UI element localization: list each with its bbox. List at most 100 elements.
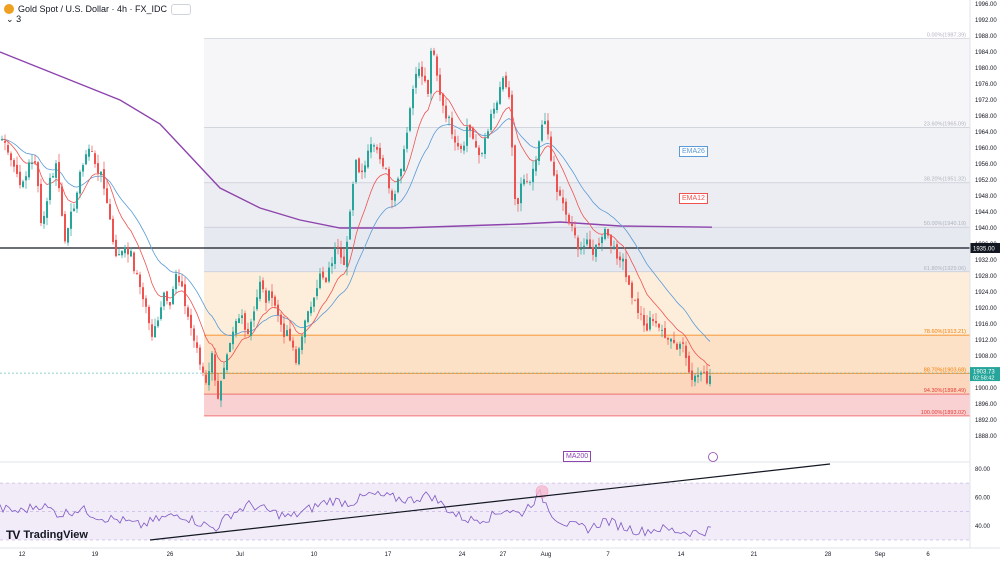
candle-body: [10, 153, 12, 161]
candle-body: [667, 338, 669, 340]
candle-body: [70, 211, 72, 229]
time-tick-label: 7: [606, 552, 610, 558]
horizontal-line-label-bg: [970, 243, 1000, 253]
candle-body: [385, 168, 387, 170]
candle-body: [676, 343, 678, 350]
candle-body: [127, 246, 129, 255]
visibility-toggle-icon[interactable]: [171, 3, 192, 15]
candle-body: [463, 145, 465, 151]
candle-body: [277, 304, 279, 315]
candle-body: [133, 252, 135, 272]
candle-body: [652, 319, 654, 322]
candle-body: [115, 239, 117, 257]
candle-body: [595, 244, 597, 257]
price-tick-label: 1888.00: [975, 434, 997, 440]
candle-body: [94, 153, 96, 164]
candle-body: [598, 243, 600, 246]
candle-body: [121, 251, 123, 256]
candle-body: [64, 214, 66, 242]
candle-body: [478, 147, 480, 156]
candle-body: [292, 340, 294, 348]
candle-body: [502, 77, 504, 90]
candle-body: [577, 237, 579, 250]
price-tick-label: 1920.00: [975, 306, 997, 312]
candle-body: [397, 178, 399, 193]
fib-label: 100.00%(1893.02): [921, 410, 966, 416]
candle-body: [373, 145, 375, 147]
rsi-line: [0, 488, 712, 538]
candle-body: [286, 330, 288, 337]
chevron-down-icon: ⌄: [6, 14, 14, 24]
candle-body: [298, 348, 300, 365]
price-tick-label: 1964.00: [975, 130, 997, 136]
candle-body: [631, 282, 633, 298]
fib-zone: [204, 182, 970, 228]
time-axis[interactable]: 12 19 26 Jul 10 17 24 27 Aug 7 14 21 28 Sep 6: [0, 547, 1000, 558]
candle-body: [709, 375, 711, 384]
fib-label: 88.70%(1903.68): [924, 367, 966, 373]
candle-body: [307, 311, 309, 323]
candle-body: [271, 291, 273, 298]
trendline-path: [149, 463, 831, 541]
candle-body: [532, 168, 534, 183]
price-tick-label: 1940.00: [975, 226, 997, 232]
candle-body: [1, 139, 3, 141]
price-tick-label: 1916.00: [975, 322, 997, 328]
time-tick-label: 17: [385, 552, 392, 558]
candle-body: [193, 328, 195, 341]
candle-body: [328, 267, 330, 282]
time-tick-label: 14: [678, 552, 685, 558]
time-tick-label: 27: [500, 552, 507, 558]
time-tick-label: Sep: [875, 552, 886, 558]
rsi-tick-label: 40.00: [975, 524, 991, 530]
price-tick-label: 1912.00: [975, 338, 997, 344]
candle-body: [367, 150, 369, 168]
horizontal-line-1935[interactable]: 1935.00: [0, 243, 1000, 253]
candlestick-series: [1, 47, 711, 408]
candle-body: [382, 157, 384, 167]
candle-body: [163, 292, 165, 307]
candle-body: [223, 367, 225, 380]
alert-bolt-icon: [708, 452, 718, 462]
candle-body: [589, 239, 591, 248]
candle-body: [187, 307, 189, 317]
candle-body: [25, 176, 27, 181]
candle-body: [688, 355, 690, 373]
price-tick-label: 1988.00: [975, 34, 997, 40]
candle-body: [208, 371, 210, 386]
candle-body: [556, 174, 558, 192]
fib-label: 78.60%(1913.21): [924, 329, 966, 335]
candle-body: [514, 145, 516, 200]
candle-body: [682, 342, 684, 344]
candle-body: [337, 246, 339, 248]
price-tick-label: 1984.00: [975, 50, 997, 56]
candle-body: [679, 343, 681, 349]
collapse-indicators[interactable]: ⌄ 3: [6, 14, 21, 25]
candle-body: [151, 324, 153, 337]
candle-body: [499, 87, 501, 104]
price-tick-label: 1936.00: [975, 242, 997, 248]
candle-body: [13, 160, 15, 167]
candle-body: [262, 280, 264, 290]
fib-label: 61.80%(1929.06): [924, 266, 966, 272]
price-axis[interactable]: 1996.00 1992.00 1988.00 1984.00 1980.00 1976.…: [0, 0, 1000, 548]
rsi-trendline[interactable]: [149, 463, 831, 541]
last-price-countdown: 02:58:42: [973, 376, 994, 382]
candle-body: [172, 289, 174, 305]
candle-body: [166, 291, 168, 301]
candle-body: [472, 127, 474, 139]
candle-body: [241, 315, 243, 319]
candle-body: [85, 154, 87, 165]
candle-body: [535, 159, 537, 172]
candle-body: [124, 247, 126, 254]
candle-body: [370, 144, 372, 153]
candle-body: [610, 234, 612, 246]
candle-body: [43, 216, 45, 224]
candle-body: [673, 339, 675, 343]
candle-body: [79, 171, 81, 194]
candle-body: [559, 190, 561, 196]
candle-body: [103, 169, 105, 189]
candle-body: [403, 149, 405, 172]
symbol-header[interactable]: Gold Spot / U.S. Dollar · 4h · FX_IDC: [4, 2, 192, 16]
